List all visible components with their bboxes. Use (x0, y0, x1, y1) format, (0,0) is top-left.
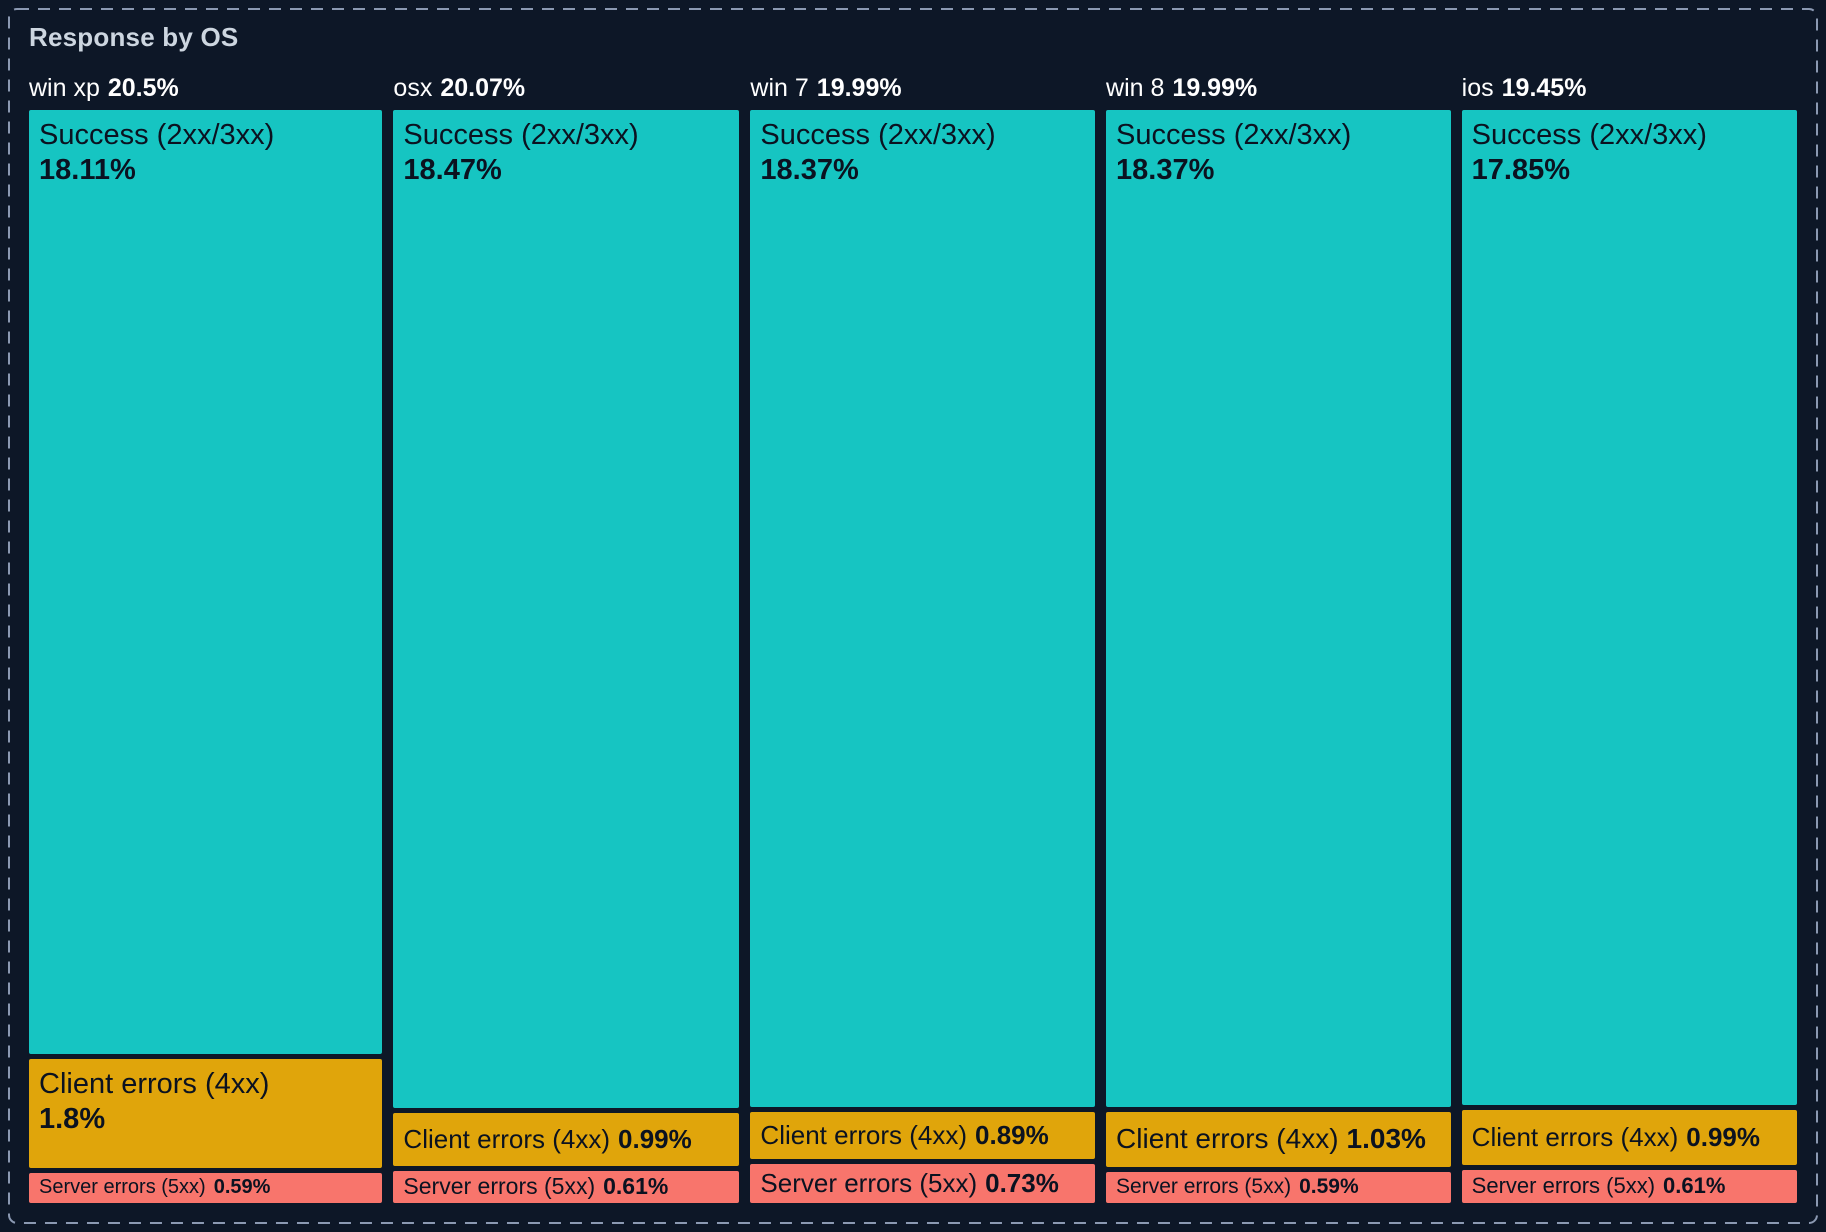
cell-value: 0.61% (603, 1173, 669, 1200)
treemap-chart: win xp 20.5% Success (2xx/3xx) 18.11% Cli… (29, 75, 1797, 1204)
treemap-column-win-7: win 7 19.99% Success (2xx/3xx) 18.37% Cli… (750, 75, 1096, 1203)
treemap-cell-success[interactable]: Success (2xx/3xx) 17.85% (1461, 110, 1797, 1106)
cell-label: Server errors (5xx) (39, 1176, 206, 1199)
treemap-cell-success[interactable]: Success (2xx/3xx) 18.37% (750, 110, 1096, 1107)
cell-label: Client errors (4xx) (403, 1123, 611, 1154)
treemap-cell-server-errors[interactable]: Server errors (5xx) 0.61% (393, 1170, 740, 1203)
cell-value: 1.8% (39, 1103, 106, 1136)
treemap-cell-success[interactable]: Success (2xx/3xx) 18.11% (29, 110, 383, 1055)
column-segments: Success (2xx/3xx) 17.85% Client errors (… (1461, 110, 1797, 1203)
cell-label: Success (2xx/3xx) (403, 119, 639, 151)
cell-label: Client errors (4xx) (1471, 1121, 1679, 1152)
cell-label: Server errors (5xx) (760, 1168, 978, 1199)
cell-label: Success (2xx/3xx) (760, 119, 996, 151)
cell-label: Server errors (5xx) (403, 1173, 596, 1200)
treemap-column-win-8: win 8 19.99% Success (2xx/3xx) 18.37% Cli… (1106, 75, 1451, 1204)
treemap-cell-server-errors[interactable]: Server errors (5xx) 0.73% (750, 1164, 1096, 1203)
treemap-column-ios: ios 19.45% Success (2xx/3xx) 17.85% Clien… (1461, 75, 1797, 1203)
treemap-cell-server-errors[interactable]: Server errors (5xx) 0.59% (29, 1172, 383, 1203)
os-name: ios (1461, 75, 1494, 102)
os-total: 19.45% (1501, 75, 1587, 102)
treemap-cell-server-errors[interactable]: Server errors (5xx) 0.59% (1106, 1171, 1451, 1204)
treemap-column-osx: osx 20.07% Success (2xx/3xx) 18.47% Clien… (393, 75, 740, 1203)
os-total: 19.99% (816, 75, 902, 102)
cell-label: Success (2xx/3xx) (1116, 119, 1352, 151)
os-total: 19.99% (1172, 75, 1258, 102)
cell-value: 0.59% (213, 1176, 271, 1199)
treemap-column-win-xp: win xp 20.5% Success (2xx/3xx) 18.11% Cli… (29, 75, 383, 1203)
cell-label: Server errors (5xx) (1116, 1175, 1292, 1199)
cell-value: 18.47% (403, 154, 502, 186)
cell-label: Success (2xx/3xx) (39, 119, 275, 151)
treemap-panel: Response by OS win xp 20.5% Success (2xx/… (8, 8, 1818, 1224)
treemap-cell-success[interactable]: Success (2xx/3xx) 18.47% (393, 110, 740, 1108)
treemap-cell-client-errors[interactable]: Client errors (4xx) 1.8% (29, 1059, 383, 1168)
treemap-cell-server-errors[interactable]: Server errors (5xx) 0.61% (1461, 1169, 1797, 1203)
treemap-cell-success[interactable]: Success (2xx/3xx) 18.37% (1106, 110, 1451, 1107)
cell-value: 0.89% (975, 1119, 1049, 1150)
cell-value: 18.37% (760, 154, 859, 186)
os-total: 20.5% (107, 75, 179, 102)
column-header-win-7: win 7 19.99% (750, 75, 1095, 102)
cell-value: 1.03% (1346, 1123, 1426, 1155)
column-header-osx: osx 20.07% (393, 75, 739, 102)
column-header-ios: ios 19.45% (1462, 75, 1797, 102)
os-name: win xp (29, 75, 100, 102)
cell-value: 0.73% (985, 1168, 1059, 1199)
cell-value: 0.61% (1663, 1173, 1726, 1199)
column-header-win-8: win 8 19.99% (1106, 75, 1451, 102)
cell-value: 0.99% (1686, 1121, 1760, 1152)
cell-value: 18.11% (39, 154, 136, 186)
column-segments: Success (2xx/3xx) 18.47% Client errors (… (393, 110, 740, 1203)
treemap-cell-client-errors[interactable]: Client errors (4xx) 0.89% (750, 1111, 1096, 1160)
os-total: 20.07% (440, 75, 526, 102)
cell-label: Success (2xx/3xx) (1471, 119, 1707, 151)
os-name: win 7 (750, 75, 809, 102)
panel-title: Response by OS (29, 22, 239, 52)
os-name: win 8 (1106, 75, 1165, 102)
cell-value: 18.37% (1116, 154, 1215, 186)
column-segments: Success (2xx/3xx) 18.37% Client errors (… (750, 110, 1096, 1203)
treemap-cell-client-errors[interactable]: Client errors (4xx) 0.99% (393, 1112, 740, 1166)
cell-label: Client errors (4xx) (760, 1119, 968, 1150)
cell-label: Server errors (5xx) (1471, 1173, 1656, 1199)
cell-value: 17.85% (1471, 154, 1571, 186)
os-name: osx (393, 75, 433, 102)
column-header-win-xp: win xp 20.5% (29, 75, 382, 102)
treemap-cell-client-errors[interactable]: Client errors (4xx) 0.99% (1461, 1110, 1797, 1165)
column-segments: Success (2xx/3xx) 18.11% Client errors (… (29, 110, 383, 1203)
column-segments: Success (2xx/3xx) 18.37% Client errors (… (1106, 110, 1451, 1204)
cell-label: Client errors (4xx) (1116, 1123, 1339, 1155)
cell-value: 0.99% (618, 1123, 692, 1154)
cell-value: 0.59% (1299, 1175, 1359, 1199)
treemap-cell-client-errors[interactable]: Client errors (4xx) 1.03% (1106, 1111, 1451, 1167)
cell-label: Client errors (4xx) (39, 1068, 270, 1101)
